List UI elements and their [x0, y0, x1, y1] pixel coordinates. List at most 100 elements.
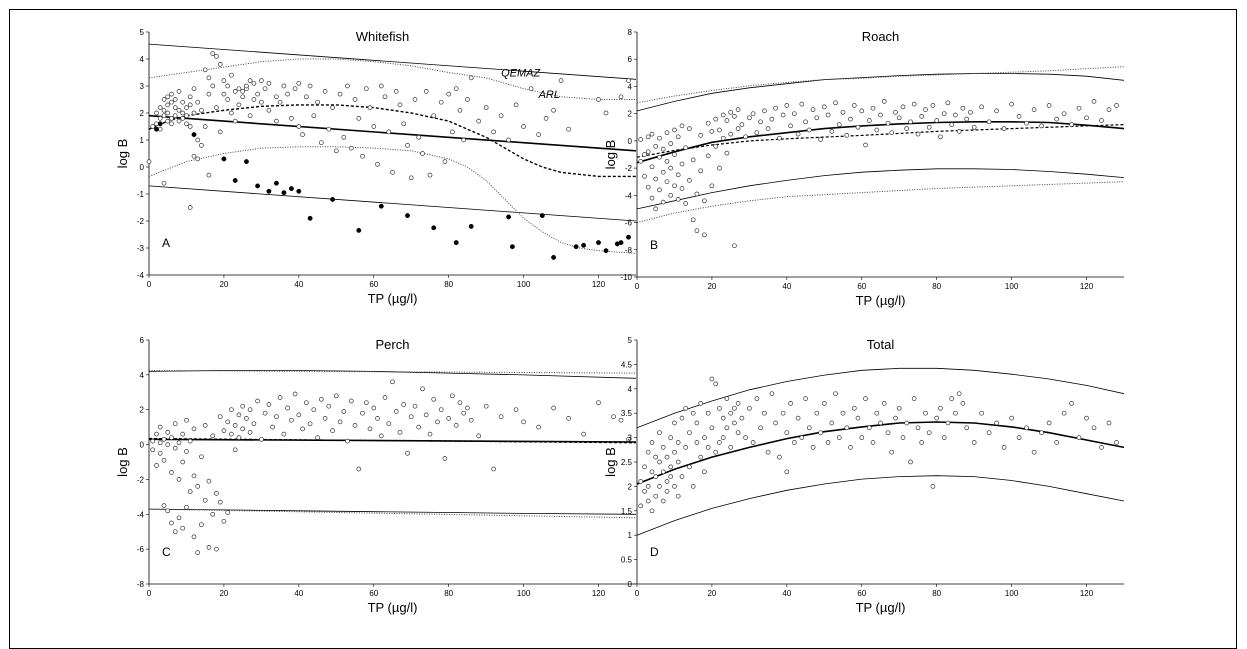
data-point	[904, 420, 910, 426]
data-point	[694, 191, 700, 197]
data-point	[236, 412, 242, 418]
data-point	[698, 401, 704, 406]
y-tick-label: 1	[628, 531, 633, 540]
data-point	[653, 454, 659, 460]
data-point	[206, 172, 212, 178]
data-point	[528, 86, 534, 92]
data-point	[465, 97, 470, 102]
data-point	[660, 146, 666, 152]
data-point	[453, 423, 459, 428]
data-point	[453, 240, 459, 246]
data-point	[442, 159, 448, 164]
data-point	[866, 425, 872, 431]
data-point	[393, 409, 399, 414]
data-point	[255, 91, 260, 97]
data-point	[202, 423, 208, 428]
data-point	[911, 396, 917, 401]
x-tick-label: 100	[1005, 589, 1019, 598]
data-point	[649, 469, 655, 475]
data-point	[405, 143, 410, 148]
data-point	[657, 135, 662, 141]
data-point	[660, 199, 666, 205]
series-line-solid	[636, 73, 1125, 112]
panel-d: 0 0.5 1 1.5 2 2.5 3 3.5 4 4.5 5 0 20 40 60 80 100 120 TP (…	[603, 336, 1125, 615]
data-point	[930, 484, 936, 489]
data-point	[900, 435, 906, 440]
data-point	[281, 83, 287, 89]
data-point	[638, 158, 644, 164]
data-point	[491, 129, 496, 135]
data-point	[596, 240, 601, 246]
data-point	[713, 143, 719, 149]
data-point	[423, 89, 429, 94]
data-point	[214, 105, 219, 110]
data-point	[702, 198, 707, 204]
data-point	[210, 51, 216, 56]
data-point	[446, 91, 452, 97]
data-point	[994, 420, 999, 426]
data-point	[289, 417, 294, 423]
data-point	[1084, 115, 1089, 121]
x-tick-label: 120	[1080, 282, 1094, 291]
data-point	[1009, 101, 1014, 107]
data-point	[810, 107, 816, 112]
data-point	[157, 121, 163, 127]
data-point	[649, 440, 655, 445]
curve-annotation: QEMAZ	[501, 68, 541, 80]
data-point	[739, 122, 745, 127]
data-point	[679, 186, 685, 191]
data-point	[784, 469, 790, 475]
x-tick-label: 60	[369, 280, 378, 289]
data-point	[367, 105, 373, 110]
data-point	[769, 391, 775, 397]
x-tick-label: 120	[592, 589, 606, 598]
data-point	[169, 91, 174, 97]
y-tick-label: -1	[137, 190, 145, 199]
data-point	[863, 142, 868, 148]
x-tick-label: 0	[147, 589, 152, 598]
data-point	[214, 53, 219, 59]
data-point	[859, 435, 865, 440]
chart-title: Whitefish	[356, 29, 409, 44]
data-point	[465, 405, 470, 411]
data-point	[698, 454, 704, 460]
data-point	[232, 423, 238, 428]
data-point	[438, 407, 444, 413]
data-point	[195, 550, 201, 555]
data-point	[642, 173, 647, 179]
data-point	[180, 525, 186, 531]
series-line-solid	[148, 508, 637, 515]
data-point	[687, 178, 692, 183]
data-point	[945, 420, 951, 426]
data-point	[642, 464, 647, 470]
x-tick-label: 60	[369, 589, 378, 598]
y-tick-label: 2	[628, 482, 633, 491]
data-point	[378, 83, 384, 89]
data-point	[169, 435, 174, 440]
data-point	[720, 135, 726, 141]
data-point	[551, 405, 556, 411]
data-point	[214, 546, 219, 552]
data-point	[645, 134, 651, 140]
data-point	[172, 113, 178, 119]
data-point	[1039, 430, 1044, 436]
data-point	[229, 431, 234, 437]
data-point	[581, 242, 587, 248]
data-point	[870, 105, 876, 111]
data-point	[896, 115, 902, 121]
x-tick-label: 120	[1080, 589, 1094, 598]
data-point	[191, 473, 197, 479]
data-point	[240, 426, 246, 432]
data-point	[908, 119, 913, 125]
data-point	[281, 190, 287, 196]
x-tick-label: 20	[219, 589, 228, 598]
data-point	[330, 428, 335, 433]
data-point	[717, 165, 722, 171]
data-point	[851, 103, 857, 108]
data-point	[799, 101, 805, 107]
data-point	[345, 83, 350, 89]
data-point	[690, 410, 696, 416]
data-point	[382, 395, 388, 400]
data-point	[296, 188, 302, 194]
data-point	[259, 436, 264, 442]
